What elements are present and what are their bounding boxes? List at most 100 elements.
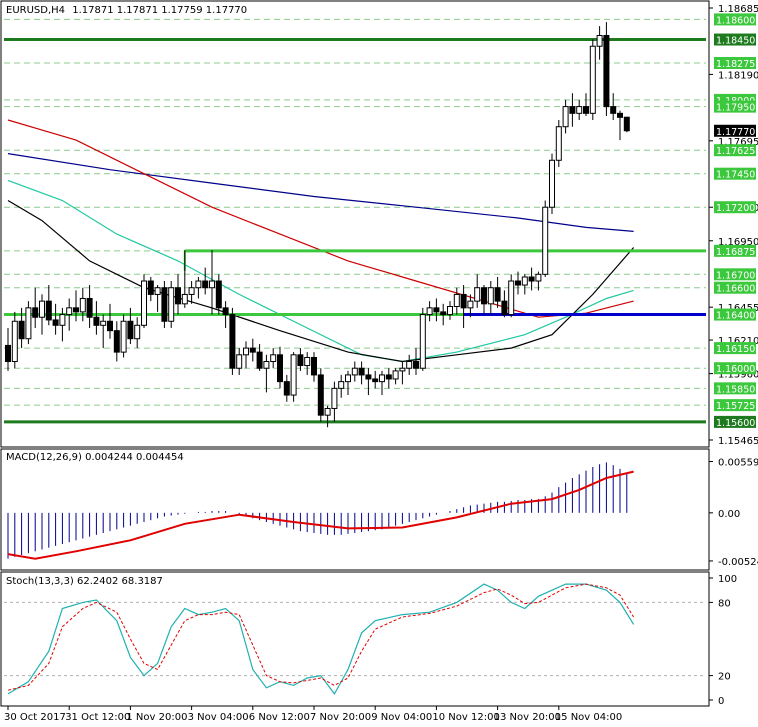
price-tag[interactable] [714,342,756,355]
candle-body [107,320,113,332]
candle-body [603,35,610,108]
candle-body [440,311,447,316]
candle-body [147,280,154,295]
candle-body [215,280,222,309]
price-tag[interactable] [714,144,756,157]
candle-body [79,297,86,313]
candle-body [39,300,45,318]
candle-body [18,320,25,340]
candle-body [555,126,562,161]
price-tag-label: 1.17950 [716,103,755,114]
candle-body [66,307,73,316]
candle-body [181,293,188,305]
candle-body [32,307,39,318]
price-tag[interactable] [714,167,756,180]
stochastic-pane[interactable]: Stoch(13,3,3) 62.2402 68.3187 [0,571,710,707]
candle-body [249,347,256,353]
price-tag[interactable] [714,308,756,321]
price-tag[interactable] [714,399,756,412]
price-tag-label: 1.16150 [716,344,755,355]
stochastic-label: Stoch(13,3,3) 62.2402 68.3187 [6,576,163,587]
time-axis-label: 3 Nov 04:00 [188,712,249,723]
candle-body [141,280,147,326]
candle-body [73,307,79,313]
candle-body [358,367,365,376]
candle-body [399,367,406,372]
stochastic-lines [7,583,635,696]
price-tag[interactable] [714,124,756,137]
candle-body [447,306,453,316]
price-tag-label: 1.15725 [716,401,755,412]
macd-axis-label: 0.00 [718,509,740,520]
candle-body [52,319,59,326]
price-tag[interactable] [714,33,756,46]
price-axis-label: 1.17695 [718,137,758,148]
price-tag[interactable] [714,201,756,214]
candle-body [195,280,202,289]
candle-body [494,287,501,302]
candle-body [86,297,93,318]
time-axis[interactable]: 30 Oct 2017 31 Oct 12:001 Nov 20:00 3 Nov … [4,706,622,723]
candle-body [610,106,617,114]
price-tag-label: 1.17625 [716,146,755,157]
price-tag[interactable] [714,100,756,113]
candle-body [392,370,399,380]
price-tag-label: 1.16400 [716,311,755,322]
candle-body [338,381,345,389]
candle-body [11,320,18,363]
candle-body [25,307,32,340]
price-tag[interactable] [714,362,756,375]
candle-body [515,280,521,286]
candle-body [243,347,249,356]
candle-body [406,361,413,369]
price-axis-label: 1.18685 [718,4,758,15]
candle-body [59,314,66,326]
stochastic-axis-label: 100 [718,574,737,585]
candle-body [576,106,583,114]
price-tag[interactable] [714,382,756,395]
horizontal-levels[interactable] [4,38,706,424]
macd-signal-path [7,470,634,560]
macd-pane[interactable]: MACD(12,26,9) 0.004244 0.004454 [0,448,710,571]
candle-body [134,324,141,340]
price-pane[interactable]: EURUSD,H4 1.17871 1.17871 1.17759 1.1777… [0,0,710,448]
candle-body [426,307,433,316]
price-tag[interactable] [714,244,756,257]
candle-body [481,287,487,305]
candle-body [120,320,127,353]
candle-body [161,287,168,322]
macd-pane-border [0,448,710,571]
price-axis-label: 1.15465 [718,436,758,447]
time-axis-label: 30 Oct 2017 [4,712,66,723]
time-axis-label: 1 Nov 20:00 [126,712,187,723]
price-tag-label: 1.15850 [716,384,755,395]
price-tag[interactable] [714,57,756,70]
candle-body [433,307,440,313]
candle-body [317,374,324,416]
candle-body [474,287,481,302]
candle-body [508,280,515,316]
price-axis[interactable]: 1.18685 1.18190 1.17695 1.17200 1.16950 1.164… [709,4,758,707]
price-tag[interactable] [714,415,756,428]
price-tag[interactable] [714,281,756,294]
moving-average-line [7,199,635,363]
price-tag[interactable] [714,13,756,26]
candle-body [372,378,379,383]
candle-body [623,116,630,132]
time-axis-label: 31 Oct 12:00 [65,712,130,723]
price-tag-label: 1.17450 [716,170,755,181]
candle-body [345,374,351,383]
price-tag-label: 1.17770 [716,127,755,138]
price-tag-label: 1.16700 [716,270,755,281]
candle-body [209,280,215,289]
macd-label: MACD(12,26,9) 0.004244 0.004454 [6,452,184,463]
price-tag-label: 1.17200 [716,203,755,214]
moving-average-line [7,153,634,232]
macd-axis-label: -0.005247 [718,557,758,568]
price-tag-label: 1.18275 [716,59,755,70]
stochastic-pane-border [0,571,710,707]
price-tag[interactable] [714,268,756,281]
macd-axis-label: 0.005598 [718,458,758,469]
stochastic-axis-label: 0 [718,696,724,707]
